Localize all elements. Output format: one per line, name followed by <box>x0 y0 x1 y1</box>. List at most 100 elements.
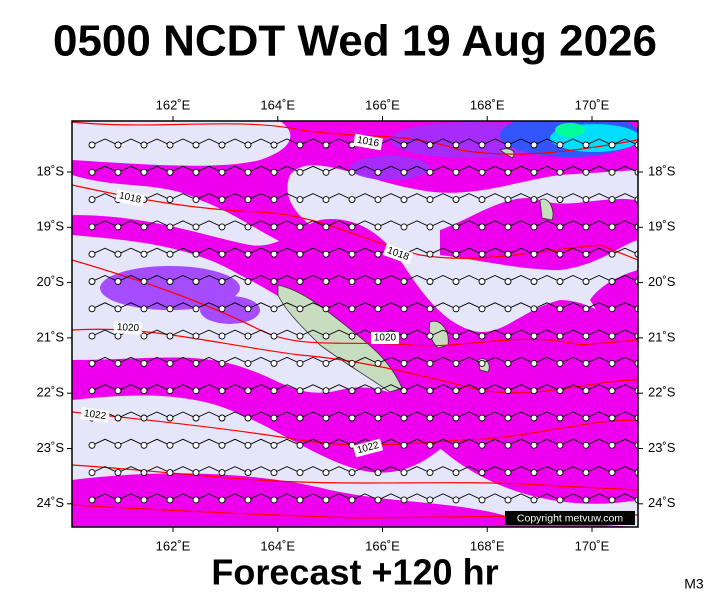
barb-station <box>166 250 174 258</box>
barb-station <box>608 496 616 504</box>
barb-station <box>426 168 434 176</box>
barb-station <box>218 387 226 395</box>
barb-station <box>478 387 486 395</box>
lat-label: 22˚S <box>37 385 65 400</box>
barb-station <box>478 250 486 258</box>
barb-station <box>88 496 96 504</box>
barb-station <box>296 196 304 204</box>
lon-label: 168˚E <box>470 97 505 112</box>
barb-station <box>140 168 148 176</box>
barb-line <box>91 220 638 228</box>
barb-station <box>530 469 538 477</box>
barb-station <box>608 223 616 231</box>
barb-line <box>91 411 638 419</box>
barb-station <box>426 223 434 231</box>
barb-station <box>556 469 564 477</box>
barb-station <box>530 250 538 258</box>
barb-station <box>192 305 200 313</box>
barb-line <box>91 356 638 364</box>
barb-station <box>140 441 148 449</box>
barb-station <box>322 196 330 204</box>
isobar-label: 1018 <box>118 190 142 205</box>
barb-station <box>374 223 382 231</box>
barb-station <box>374 387 382 395</box>
graticule-labels: 162˚E 162˚E 164˚E 164˚E 166˚E 166˚E 168˚E 168˚E… <box>37 97 676 553</box>
lon-label: 170˚E <box>575 97 610 112</box>
barb-station <box>140 278 148 285</box>
barb-station <box>556 387 564 395</box>
isobar-label: 1016 <box>356 135 380 150</box>
barb-station <box>88 441 96 449</box>
barb-station <box>218 441 226 449</box>
barb-line <box>91 493 638 501</box>
barb-station <box>400 141 408 149</box>
barb-line <box>91 384 638 392</box>
barb-station <box>426 250 434 258</box>
barb-station <box>114 305 122 313</box>
barb-station <box>270 305 278 313</box>
barb-station <box>374 196 382 204</box>
barb-station <box>478 196 486 204</box>
barb-station <box>88 250 96 258</box>
barb-station <box>270 359 278 367</box>
barb-station <box>166 196 174 204</box>
barb-station <box>270 441 278 449</box>
barb-station <box>166 496 174 504</box>
barb-station <box>504 441 512 449</box>
barb-station <box>166 305 174 313</box>
barb-station <box>426 141 434 149</box>
lat-label: 19˚S <box>648 219 676 234</box>
barb-station <box>556 359 564 367</box>
lat-label: 20˚S <box>37 274 65 289</box>
barb-station <box>556 196 564 204</box>
barb-station <box>556 223 564 231</box>
barb-station <box>166 359 174 367</box>
barb-station <box>270 250 278 258</box>
lon-label: 168˚E <box>470 538 505 553</box>
barb-station <box>504 278 512 285</box>
barb-station <box>348 278 356 285</box>
barb-station <box>608 278 616 285</box>
barb-station <box>452 387 460 395</box>
barb-station <box>400 414 408 422</box>
barb-station <box>400 469 408 477</box>
barb-station <box>244 223 252 231</box>
map-frame <box>71 120 639 528</box>
barb-station <box>322 469 330 477</box>
barb-station <box>374 359 382 367</box>
barb-station <box>114 168 122 176</box>
barb-station <box>582 359 590 367</box>
barb-station <box>114 441 122 449</box>
lat-label: 18˚S <box>37 163 65 178</box>
barb-station <box>452 305 460 313</box>
barb-station <box>296 332 304 340</box>
barb-station <box>504 168 512 176</box>
barb-station <box>530 305 538 313</box>
barb-station <box>296 250 304 258</box>
barb-line <box>91 165 638 173</box>
barb-station <box>140 250 148 258</box>
barb-station <box>322 305 330 313</box>
barb-station <box>166 469 174 477</box>
wind-barbs <box>88 138 638 504</box>
barb-station <box>452 414 460 422</box>
barb-station <box>88 387 96 395</box>
barb-station <box>140 387 148 395</box>
barb-station <box>192 387 200 395</box>
barb-station <box>556 278 564 285</box>
barb-station <box>244 168 252 176</box>
barb-station <box>192 278 200 285</box>
barb-station <box>244 196 252 204</box>
barb-station <box>582 441 590 449</box>
barb-station <box>348 496 356 504</box>
barb-station <box>244 496 252 504</box>
barb-station <box>608 196 616 204</box>
barb-station <box>426 496 434 504</box>
copyright-box <box>505 511 635 525</box>
lat-label: 19˚S <box>37 219 65 234</box>
barb-station <box>192 168 200 176</box>
barb-station <box>556 141 564 149</box>
barb-station <box>478 441 486 449</box>
barb-station <box>296 223 304 231</box>
map-area: 1016 1018 1018 1020 1020 1022 1022 Copyr… <box>72 121 638 527</box>
